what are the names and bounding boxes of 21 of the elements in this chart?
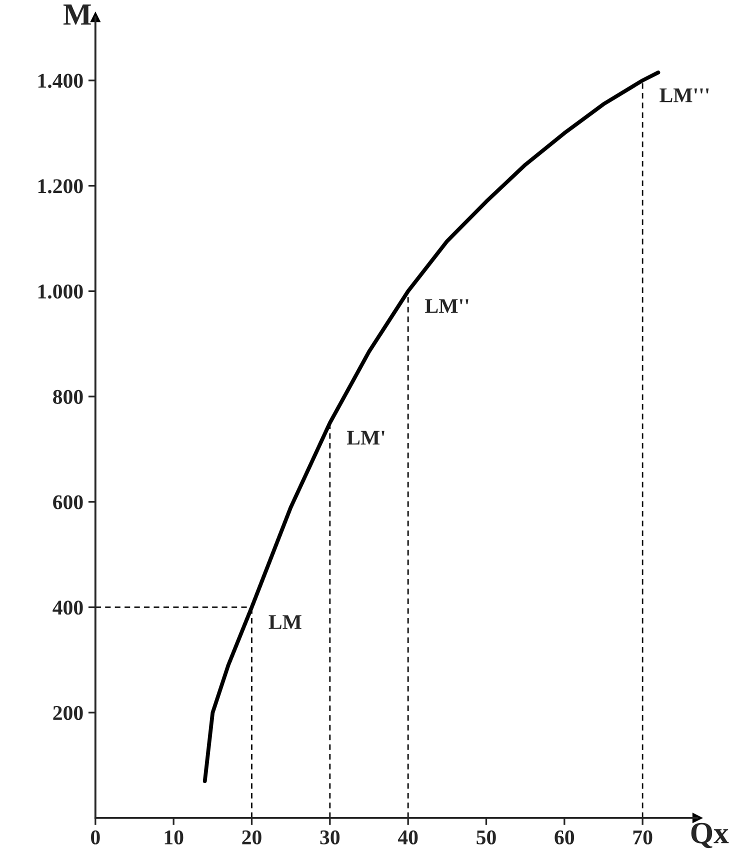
x-tick-label: 0 (91, 830, 100, 844)
y-tick-label: 800 (53, 390, 83, 404)
x-tick-label: 40 (398, 830, 418, 844)
annotation: LM'' (425, 299, 468, 313)
annotation: LM''' (660, 88, 709, 102)
annotation: LM (268, 615, 302, 629)
y-tick-label: 400 (52, 600, 83, 615)
y-axis-title: M (63, 4, 91, 25)
x-tick-label: 30 (320, 830, 340, 844)
y-tick-label: 1.000 (38, 284, 83, 299)
y-tick-label: 200 (53, 706, 83, 720)
y-tick-label: 600 (53, 495, 83, 510)
annotation: LM' (346, 430, 384, 445)
x-tick-label: 60 (554, 830, 574, 844)
x-tick-label: 50 (476, 830, 496, 844)
y-tick-label: 1.400 (38, 74, 83, 88)
x-tick-label: 10 (164, 830, 184, 844)
y-tick-label: 1.200 (38, 179, 83, 194)
x-tick-label: 20 (242, 830, 262, 844)
x-tick-label: 70 (633, 830, 652, 844)
x-axis-title: Qx (691, 822, 729, 848)
